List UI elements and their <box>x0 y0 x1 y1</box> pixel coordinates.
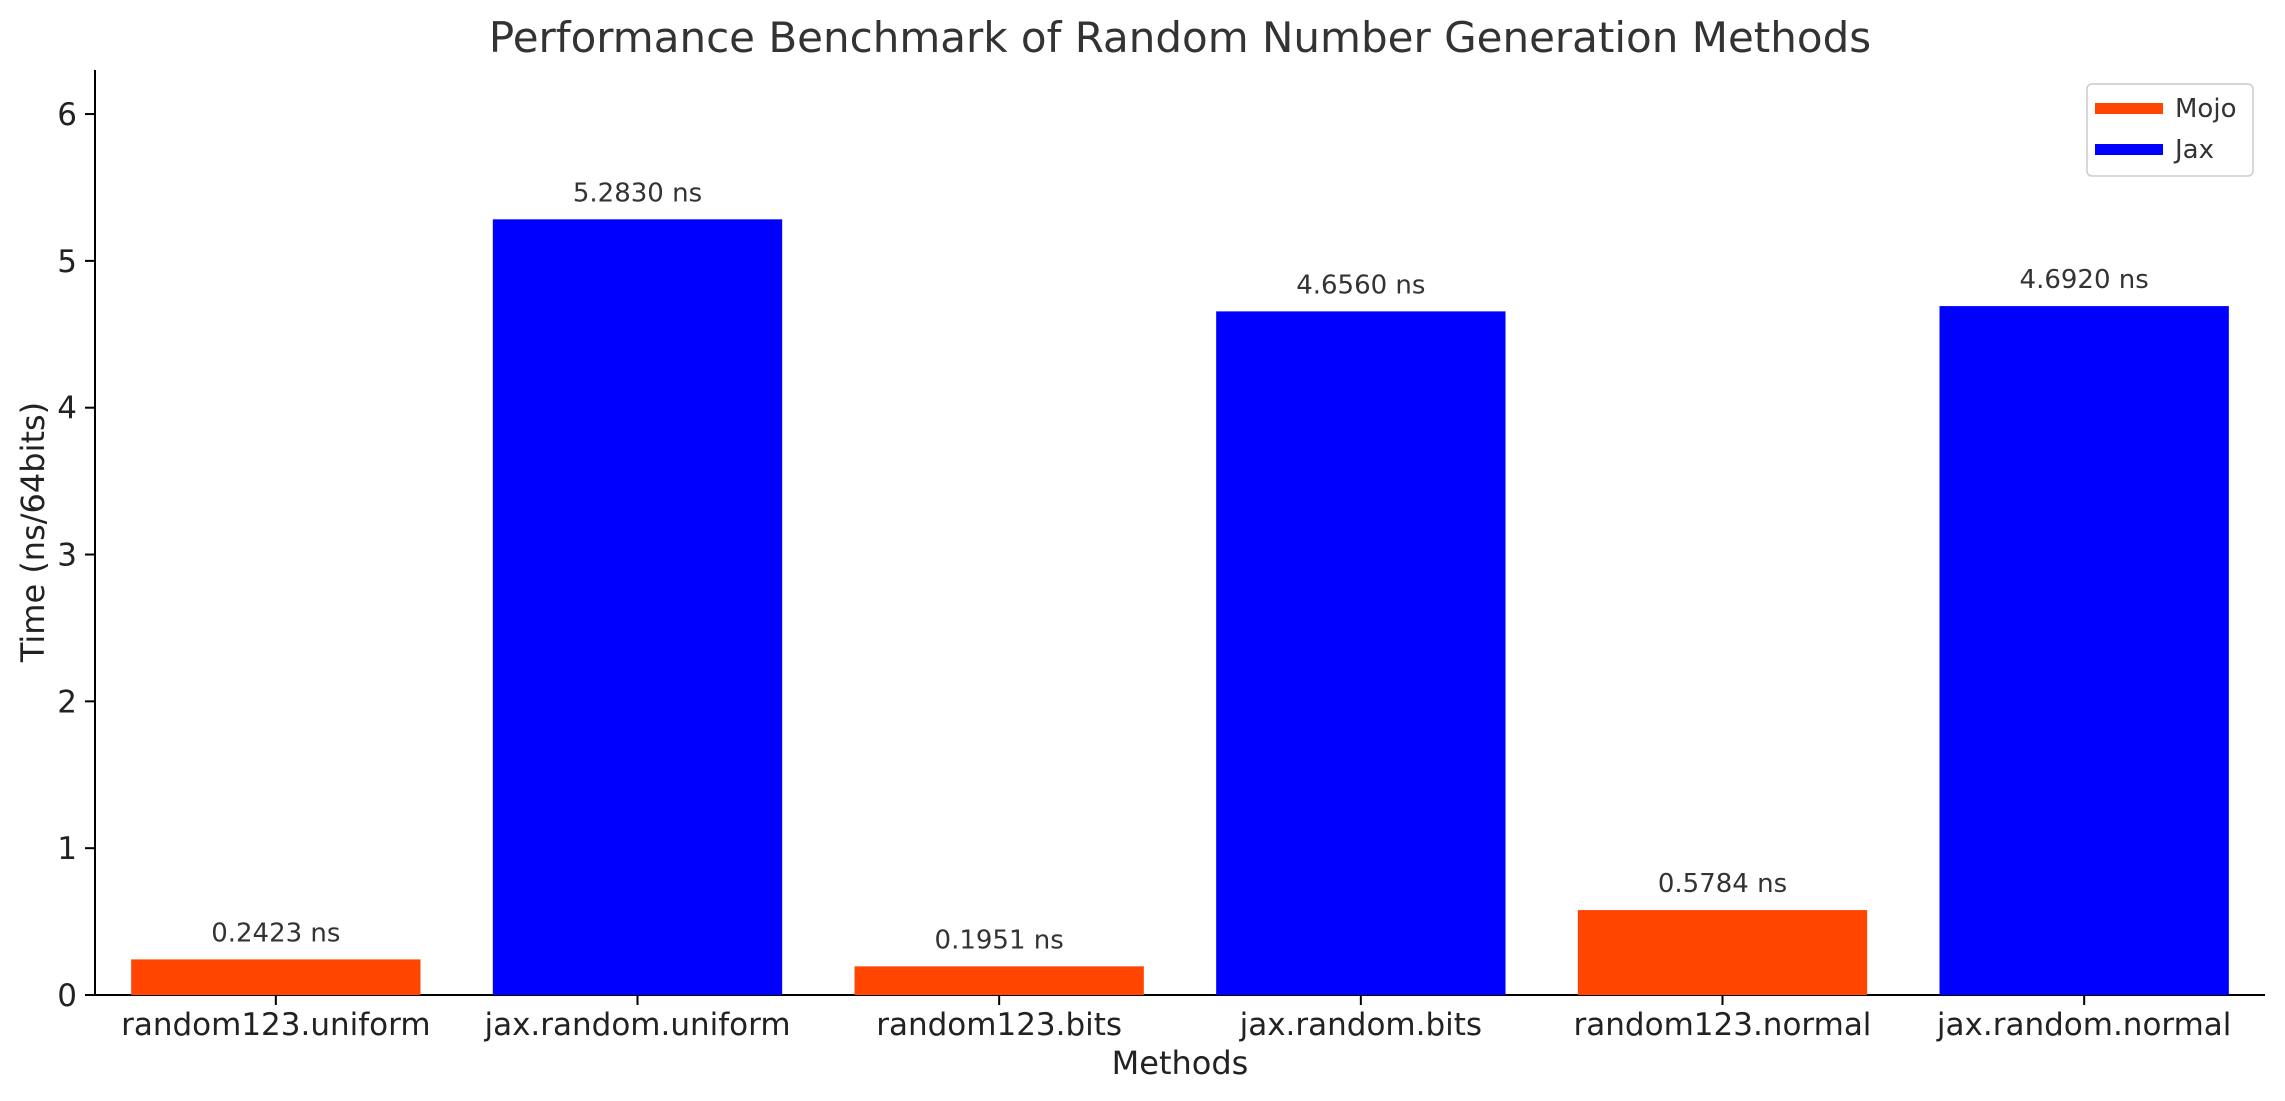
bar-mojo <box>854 966 1144 995</box>
bar-value-label: 4.6560 ns <box>1296 270 1425 300</box>
bar-value-label: 0.2423 ns <box>211 918 340 948</box>
y-axis-label: Time (ns/64bits) <box>14 402 52 663</box>
legend-swatch-mojo <box>2095 103 2163 114</box>
x-tick-label: jax.random.uniform <box>483 1007 790 1043</box>
bar-jax <box>1216 311 1506 995</box>
bar-jax <box>492 219 783 996</box>
x-axis-label: Methods <box>1112 1044 1249 1082</box>
bar-value-label: 4.6920 ns <box>2020 265 2149 295</box>
legend: Mojo Jax <box>2086 83 2254 177</box>
bar-value-label: 0.1951 ns <box>935 925 1064 955</box>
bar-value-label: 0.5784 ns <box>1658 869 1787 899</box>
x-tick-label: jax.random.bits <box>1239 1007 1483 1043</box>
value-labels: 0.2423 ns 5.2830 ns 0.1951 ns 4.6560 ns 0.57… <box>211 178 2149 955</box>
y-tick-label: 1 <box>57 831 77 867</box>
bar-value-label: 5.2830 ns <box>573 178 702 208</box>
x-tick-label: random123.bits <box>876 1007 1122 1043</box>
legend-label-mojo: Mojo <box>2175 94 2236 124</box>
axes <box>94 70 2265 996</box>
y-tick-label: 0 <box>57 978 77 1014</box>
y-tick-label: 3 <box>57 538 77 574</box>
legend-label-jax: Jax <box>2173 135 2214 165</box>
bars <box>131 219 2229 996</box>
bar-jax <box>1939 306 2229 996</box>
x-ticks: random123.uniform jax.random.uniform rando… <box>121 995 2231 1043</box>
chart-title: Performance Benchmark of Random Number G… <box>489 13 1871 62</box>
x-tick-label: random123.normal <box>1574 1007 1872 1043</box>
bar-mojo <box>1577 910 1868 995</box>
y-ticks: 0 1 2 3 4 5 6 <box>57 97 95 1014</box>
y-tick-label: 6 <box>57 97 77 133</box>
y-tick-label: 2 <box>57 684 77 720</box>
x-tick-label: jax.random.normal <box>1936 1007 2232 1043</box>
legend-swatch-jax <box>2095 144 2163 155</box>
y-tick-label: 4 <box>57 391 77 427</box>
bar-mojo <box>131 959 421 995</box>
x-tick-label: random123.uniform <box>121 1007 430 1043</box>
y-tick-label: 5 <box>57 244 77 280</box>
